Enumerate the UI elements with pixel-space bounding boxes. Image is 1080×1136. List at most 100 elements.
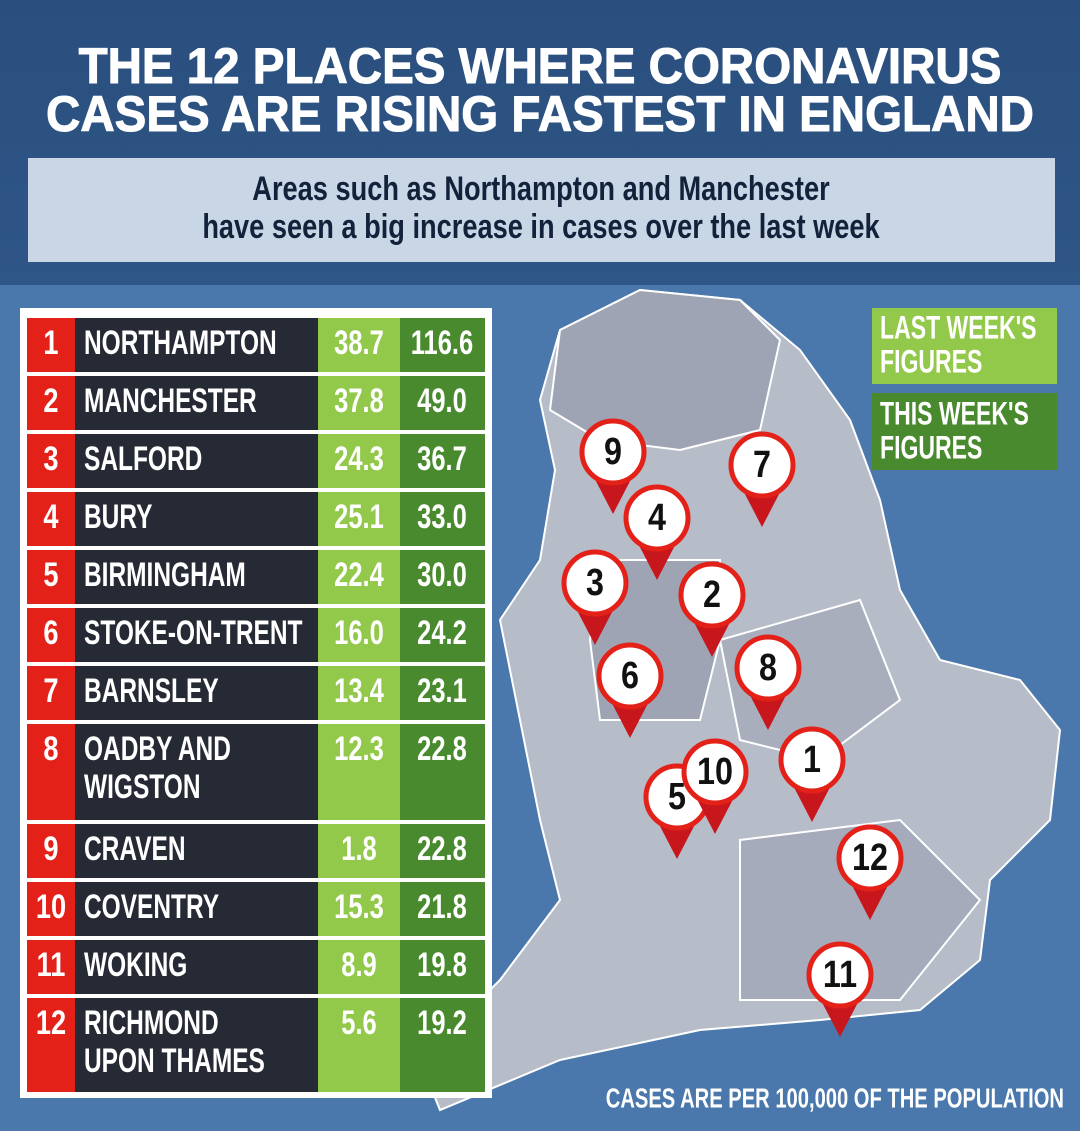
last-week-cell — [318, 318, 400, 372]
map-pin-head — [596, 642, 664, 710]
map-pin-label: 6 — [621, 655, 639, 697]
name-cell — [75, 882, 318, 936]
this-week-cell — [400, 550, 485, 604]
last-week-cell — [318, 666, 400, 720]
map-pin-label: 10 — [697, 751, 733, 793]
name-cell — [75, 492, 318, 546]
legend-last-week — [872, 308, 1057, 384]
this-week-value: 33.0 — [417, 498, 467, 536]
this-week-cell — [400, 492, 485, 546]
this-week-value: 49.0 — [417, 382, 467, 420]
rank-cell — [27, 492, 75, 546]
footnote: CASES ARE PER 100,000 OF THE POPULATION — [606, 1082, 1064, 1113]
last-week-value: 37.8 — [334, 382, 384, 420]
rank-cell — [27, 882, 75, 936]
map-pin-head — [681, 738, 749, 806]
map-pin-head — [561, 549, 629, 617]
place-name: MANCHESTER — [84, 382, 257, 420]
rank: 3 — [43, 440, 58, 478]
map-pin-label: 11 — [823, 954, 857, 996]
name-cell — [75, 998, 318, 1092]
map-pin-head — [678, 561, 746, 629]
last-week-value: 8.9 — [341, 946, 376, 984]
last-week-cell — [318, 882, 400, 936]
subtitle-box — [28, 158, 1055, 262]
last-week-cell — [318, 608, 400, 662]
this-week-cell — [400, 940, 485, 994]
rank-cell — [27, 824, 75, 878]
place-name: CRAVEN — [84, 830, 186, 868]
map-pin-label: 12 — [852, 837, 888, 879]
map-pin-label: 8 — [759, 647, 777, 689]
last-week-cell — [318, 940, 400, 994]
title-line: THE 12 PLACES WHERE CORONAVIRUS — [79, 38, 1002, 94]
name-cell — [75, 376, 318, 430]
region — [548, 288, 782, 452]
last-week-value: 24.3 — [334, 440, 384, 478]
place-name: OADBY AND — [84, 730, 231, 768]
last-week-value: 12.3 — [334, 730, 384, 768]
this-week-cell — [400, 608, 485, 662]
rank: 5 — [43, 556, 58, 594]
last-week-cell — [318, 550, 400, 604]
place-name: NORTHAMPTON — [84, 324, 277, 362]
rank: 11 — [37, 946, 66, 984]
name-cell — [75, 724, 318, 820]
map-pin-label: 2 — [703, 574, 721, 616]
region — [739, 818, 982, 1001]
map-pin-head — [728, 431, 796, 499]
last-week-cell — [318, 492, 400, 546]
place-name: WIGSTON — [84, 768, 201, 806]
rank: 10 — [36, 888, 66, 926]
rank: 4 — [43, 498, 58, 536]
place-name: STOKE-ON-TRENT — [84, 614, 303, 652]
last-week-value: 16.0 — [334, 614, 384, 652]
last-week-value: 1.8 — [341, 830, 376, 868]
this-week-value: 36.7 — [417, 440, 467, 478]
map-pin-label: 1 — [803, 739, 821, 781]
map-pin-label: 3 — [586, 562, 604, 604]
map-pin-head — [623, 484, 691, 552]
this-week-value: 30.0 — [417, 556, 467, 594]
rank: 2 — [43, 382, 58, 420]
map-pin-head — [579, 418, 647, 486]
last-week-value: 22.4 — [334, 556, 384, 594]
name-cell — [75, 666, 318, 720]
last-week-cell — [318, 376, 400, 430]
rank-cell — [27, 666, 75, 720]
this-week-cell — [400, 376, 485, 430]
this-week-value: 116.6 — [411, 324, 473, 362]
map-pin-label: 5 — [668, 776, 686, 818]
map-pin-head — [734, 634, 802, 702]
name-cell — [75, 940, 318, 994]
rank-cell — [27, 318, 75, 372]
name-cell — [75, 550, 318, 604]
this-week-value: 22.8 — [417, 830, 467, 868]
place-name: BARNSLEY — [84, 672, 219, 710]
rank: 8 — [43, 730, 58, 768]
map-pin-head — [778, 726, 846, 794]
place-name: BURY — [84, 498, 153, 536]
legend-label: FIGURES — [880, 343, 982, 379]
legend-this-week — [872, 393, 1057, 470]
rank-cell — [27, 608, 75, 662]
rank-cell — [27, 940, 75, 994]
rank-cell — [27, 998, 75, 1092]
place-name: WOKING — [84, 946, 187, 984]
rank-cell — [27, 376, 75, 430]
this-week-cell — [400, 824, 485, 878]
rank: 7 — [43, 672, 58, 710]
rank: 1 — [43, 324, 58, 362]
map-pin-label: 7 — [753, 444, 771, 486]
table: 1 NORTHAMPTON 38.7 116.6 2 MANCHESTER 37.8 49.0… — [27, 318, 485, 1092]
place-name: COVENTRY — [84, 888, 219, 926]
subtitle-line: Areas such as Northampton and Manchester — [252, 170, 829, 208]
last-week-value: 25.1 — [334, 498, 384, 536]
this-week-cell — [400, 998, 485, 1092]
this-week-cell — [400, 882, 485, 936]
name-cell — [75, 434, 318, 488]
last-week-value: 5.6 — [341, 1004, 376, 1042]
